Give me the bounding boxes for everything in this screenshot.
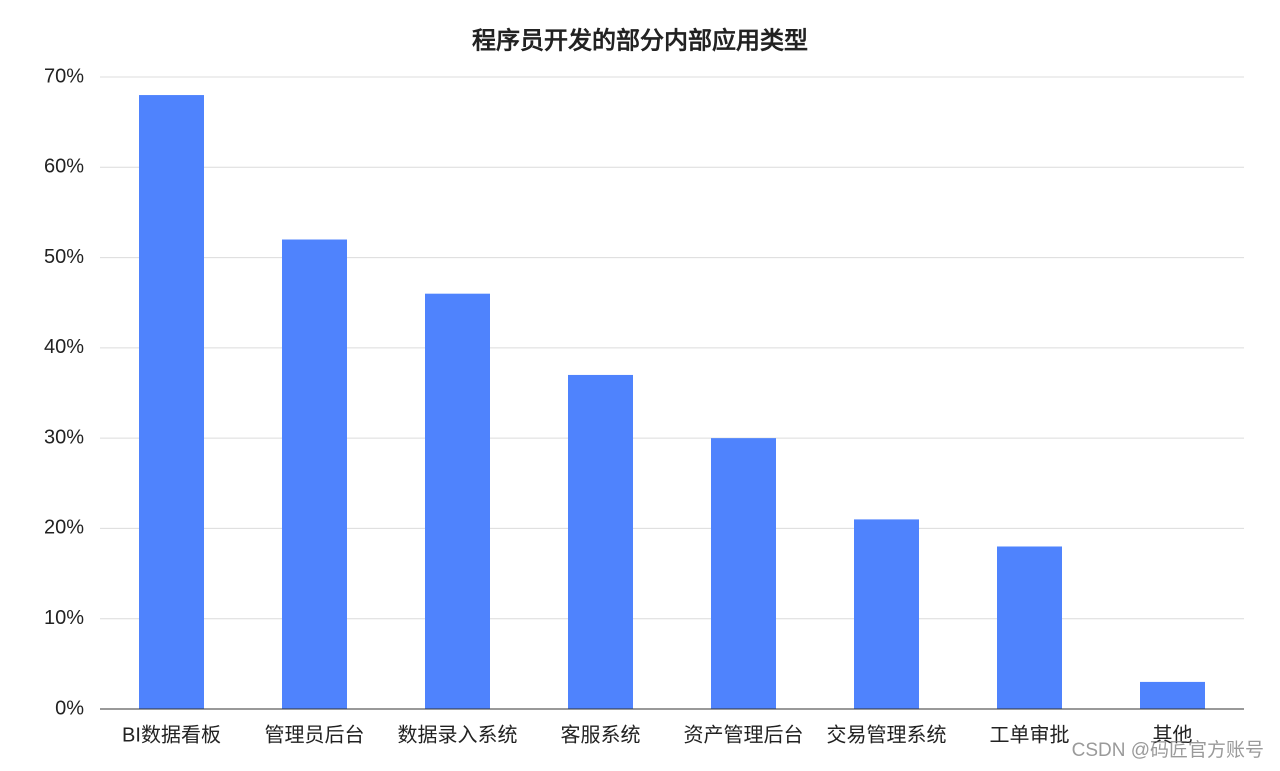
bar	[568, 374, 633, 709]
y-tick-label: 0%	[55, 697, 84, 719]
x-tick-label: 管理员后台	[265, 723, 365, 746]
x-tick-label: 其他	[1153, 723, 1193, 746]
bar	[997, 546, 1062, 709]
bar	[425, 293, 490, 709]
bar	[139, 95, 204, 710]
chart-title: 程序员开发的部分内部应用类型	[472, 26, 808, 54]
bar	[854, 519, 919, 709]
x-tick-label: 资产管理后台	[684, 723, 804, 746]
y-tick-label: 50%	[44, 246, 84, 268]
y-tick-label: 20%	[44, 517, 84, 539]
x-tick-label: BI数据看板	[122, 723, 221, 746]
y-tick-label: 70%	[44, 65, 84, 87]
bar	[282, 239, 347, 709]
watermark: CSDN @码匠官方账号	[1072, 739, 1264, 761]
x-tick-label: 工单审批	[990, 723, 1070, 746]
x-tick-label: 客服系统	[561, 723, 641, 746]
bar	[711, 438, 776, 709]
bar	[1140, 681, 1205, 709]
y-tick-label: 40%	[44, 336, 84, 358]
x-tick-label: 数据录入系统	[398, 723, 518, 746]
x-tick-label: 交易管理系统	[827, 723, 947, 746]
y-tick-label: 30%	[44, 426, 84, 448]
y-tick-label: 60%	[44, 156, 84, 178]
y-tick-label: 10%	[44, 607, 84, 629]
